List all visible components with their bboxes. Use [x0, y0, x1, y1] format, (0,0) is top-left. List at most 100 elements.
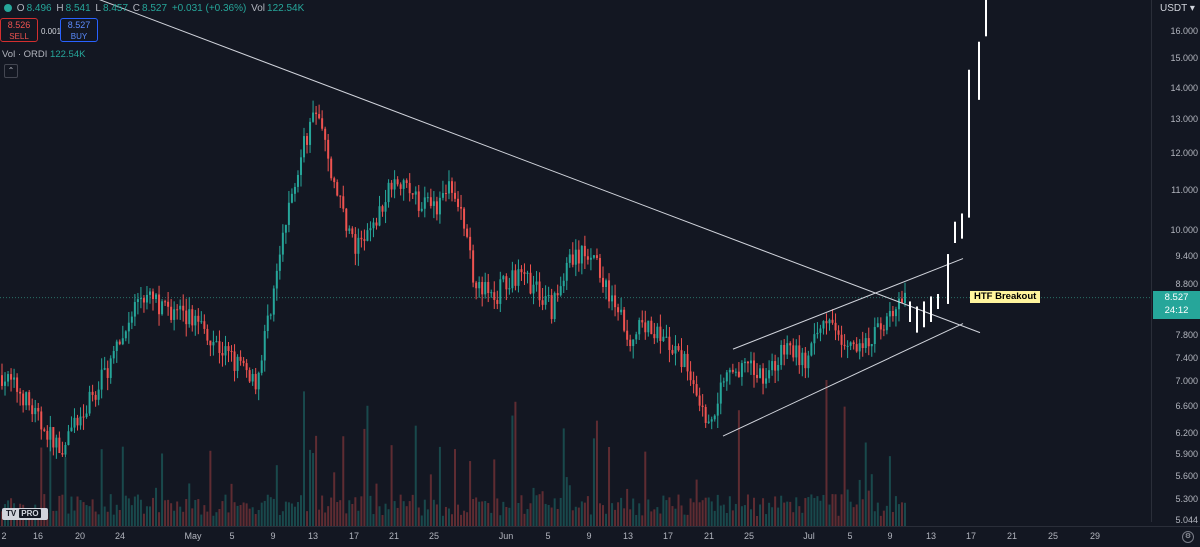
candle-body — [435, 201, 438, 215]
volume-bar — [493, 459, 496, 526]
candle-body — [840, 334, 843, 345]
time-axis[interactable]: 2 16 20 24 May 5 9 13 17 21 25 Jun 5 9 13 17 21 25 Jul 5 9 13… — [0, 526, 1200, 547]
candle-body — [792, 345, 795, 358]
vol-label: Vol — [251, 3, 266, 14]
candle-body — [369, 228, 372, 231]
volume-bar — [586, 496, 589, 526]
volume-bar — [894, 496, 897, 526]
volume-bar — [626, 488, 629, 526]
candle-body — [127, 322, 130, 332]
gear-icon[interactable]: ⚙ — [1182, 531, 1194, 543]
volume-bar — [293, 506, 296, 526]
volume-bar — [447, 508, 450, 526]
volume-bar — [888, 456, 891, 526]
volume-bar — [49, 429, 52, 526]
candle-body — [662, 336, 665, 341]
volume-bar — [725, 512, 728, 526]
candle-body — [472, 250, 475, 283]
volume-bar — [716, 494, 719, 526]
candle-body — [876, 323, 879, 328]
buy-price: 8.527 — [67, 20, 91, 30]
candle-body — [22, 393, 25, 406]
candle-body — [306, 136, 309, 145]
price-tick-label: 7.400 — [1175, 352, 1198, 363]
volume-bar — [571, 510, 574, 526]
candle-body — [680, 350, 683, 368]
candle-body — [888, 310, 891, 317]
volume-bar — [321, 495, 324, 526]
volume-legend-value: 122.54K — [50, 49, 86, 60]
volume-bar — [209, 450, 212, 526]
candle-body — [121, 338, 124, 345]
volume-bar — [363, 428, 366, 526]
time-tick-label: 16 — [32, 531, 44, 541]
volume-bar — [224, 494, 227, 526]
logo-text: TV — [6, 509, 17, 518]
current-price-label: 8.527 24:12 — [1153, 291, 1200, 319]
candle-body — [765, 378, 768, 384]
volume-bar — [614, 509, 617, 526]
candle-body — [759, 368, 762, 378]
volume-bar — [303, 391, 306, 526]
candle-body — [399, 184, 402, 189]
price-axis[interactable]: 16.000 15.000 14.000 13.000 12.000 11.000 10.0… — [1151, 0, 1200, 525]
candle-body — [665, 336, 668, 338]
volume-bar — [58, 495, 61, 526]
candle-body — [722, 381, 725, 383]
candle-body — [689, 371, 692, 381]
sell-button[interactable]: 8.526 SELL — [0, 18, 38, 42]
chevron-up-icon[interactable]: ⌃ — [4, 64, 18, 78]
candle-body — [852, 342, 855, 345]
volume-bar — [695, 479, 698, 526]
candle-body — [614, 295, 617, 308]
candle-body — [719, 382, 722, 404]
volume-bar — [777, 507, 780, 526]
volume-bar — [783, 502, 786, 526]
volume-bar — [408, 501, 411, 526]
candle-body — [275, 270, 278, 289]
buy-button[interactable]: 8.527 BUY — [60, 18, 98, 42]
candle-body — [49, 427, 52, 440]
volume-bar — [152, 497, 155, 526]
spread-value: 0.001 — [41, 27, 62, 36]
volume-bar — [215, 512, 218, 526]
volume-bar — [457, 504, 460, 526]
candle-body — [73, 417, 76, 428]
candle-body — [656, 326, 659, 339]
candle-body — [61, 453, 64, 455]
volume-bar — [106, 511, 109, 526]
volume-bar — [460, 514, 463, 526]
volume-bar — [85, 505, 88, 526]
volume-bar — [239, 505, 242, 526]
candle-body — [109, 358, 112, 378]
candle-body — [420, 208, 423, 211]
candle-body — [611, 295, 614, 302]
volume-bar — [136, 494, 139, 526]
volume-bar — [511, 415, 514, 526]
volume-bar — [620, 497, 623, 526]
trend-drawings[interactable] — [95, 0, 981, 437]
candle-body — [861, 343, 864, 349]
volume-bar — [463, 510, 466, 526]
candle-body — [626, 330, 629, 340]
volume-bar — [765, 514, 768, 526]
volume-bar — [191, 508, 194, 526]
price-chart[interactable] — [0, 0, 1152, 526]
volume-bar — [891, 512, 894, 526]
volume-bar — [103, 506, 106, 526]
volume-bar — [876, 502, 879, 526]
volume-bar — [822, 494, 825, 526]
volume-bar — [792, 512, 795, 526]
candle-body — [450, 181, 453, 193]
candle-body — [7, 374, 10, 382]
time-tick-label: 21 — [1006, 531, 1018, 541]
volume-bar — [798, 506, 801, 526]
candle-body — [139, 298, 142, 300]
currency-selector[interactable]: USDT ▾ — [1160, 3, 1195, 14]
tradingview-logo[interactable]: TV PRO — [2, 508, 48, 520]
htf-breakout-annotation[interactable]: HTF Breakout — [970, 291, 1041, 303]
candle-body — [269, 314, 272, 316]
candle-body — [97, 389, 100, 400]
candle-body — [248, 370, 251, 382]
volume-bar — [173, 510, 176, 526]
